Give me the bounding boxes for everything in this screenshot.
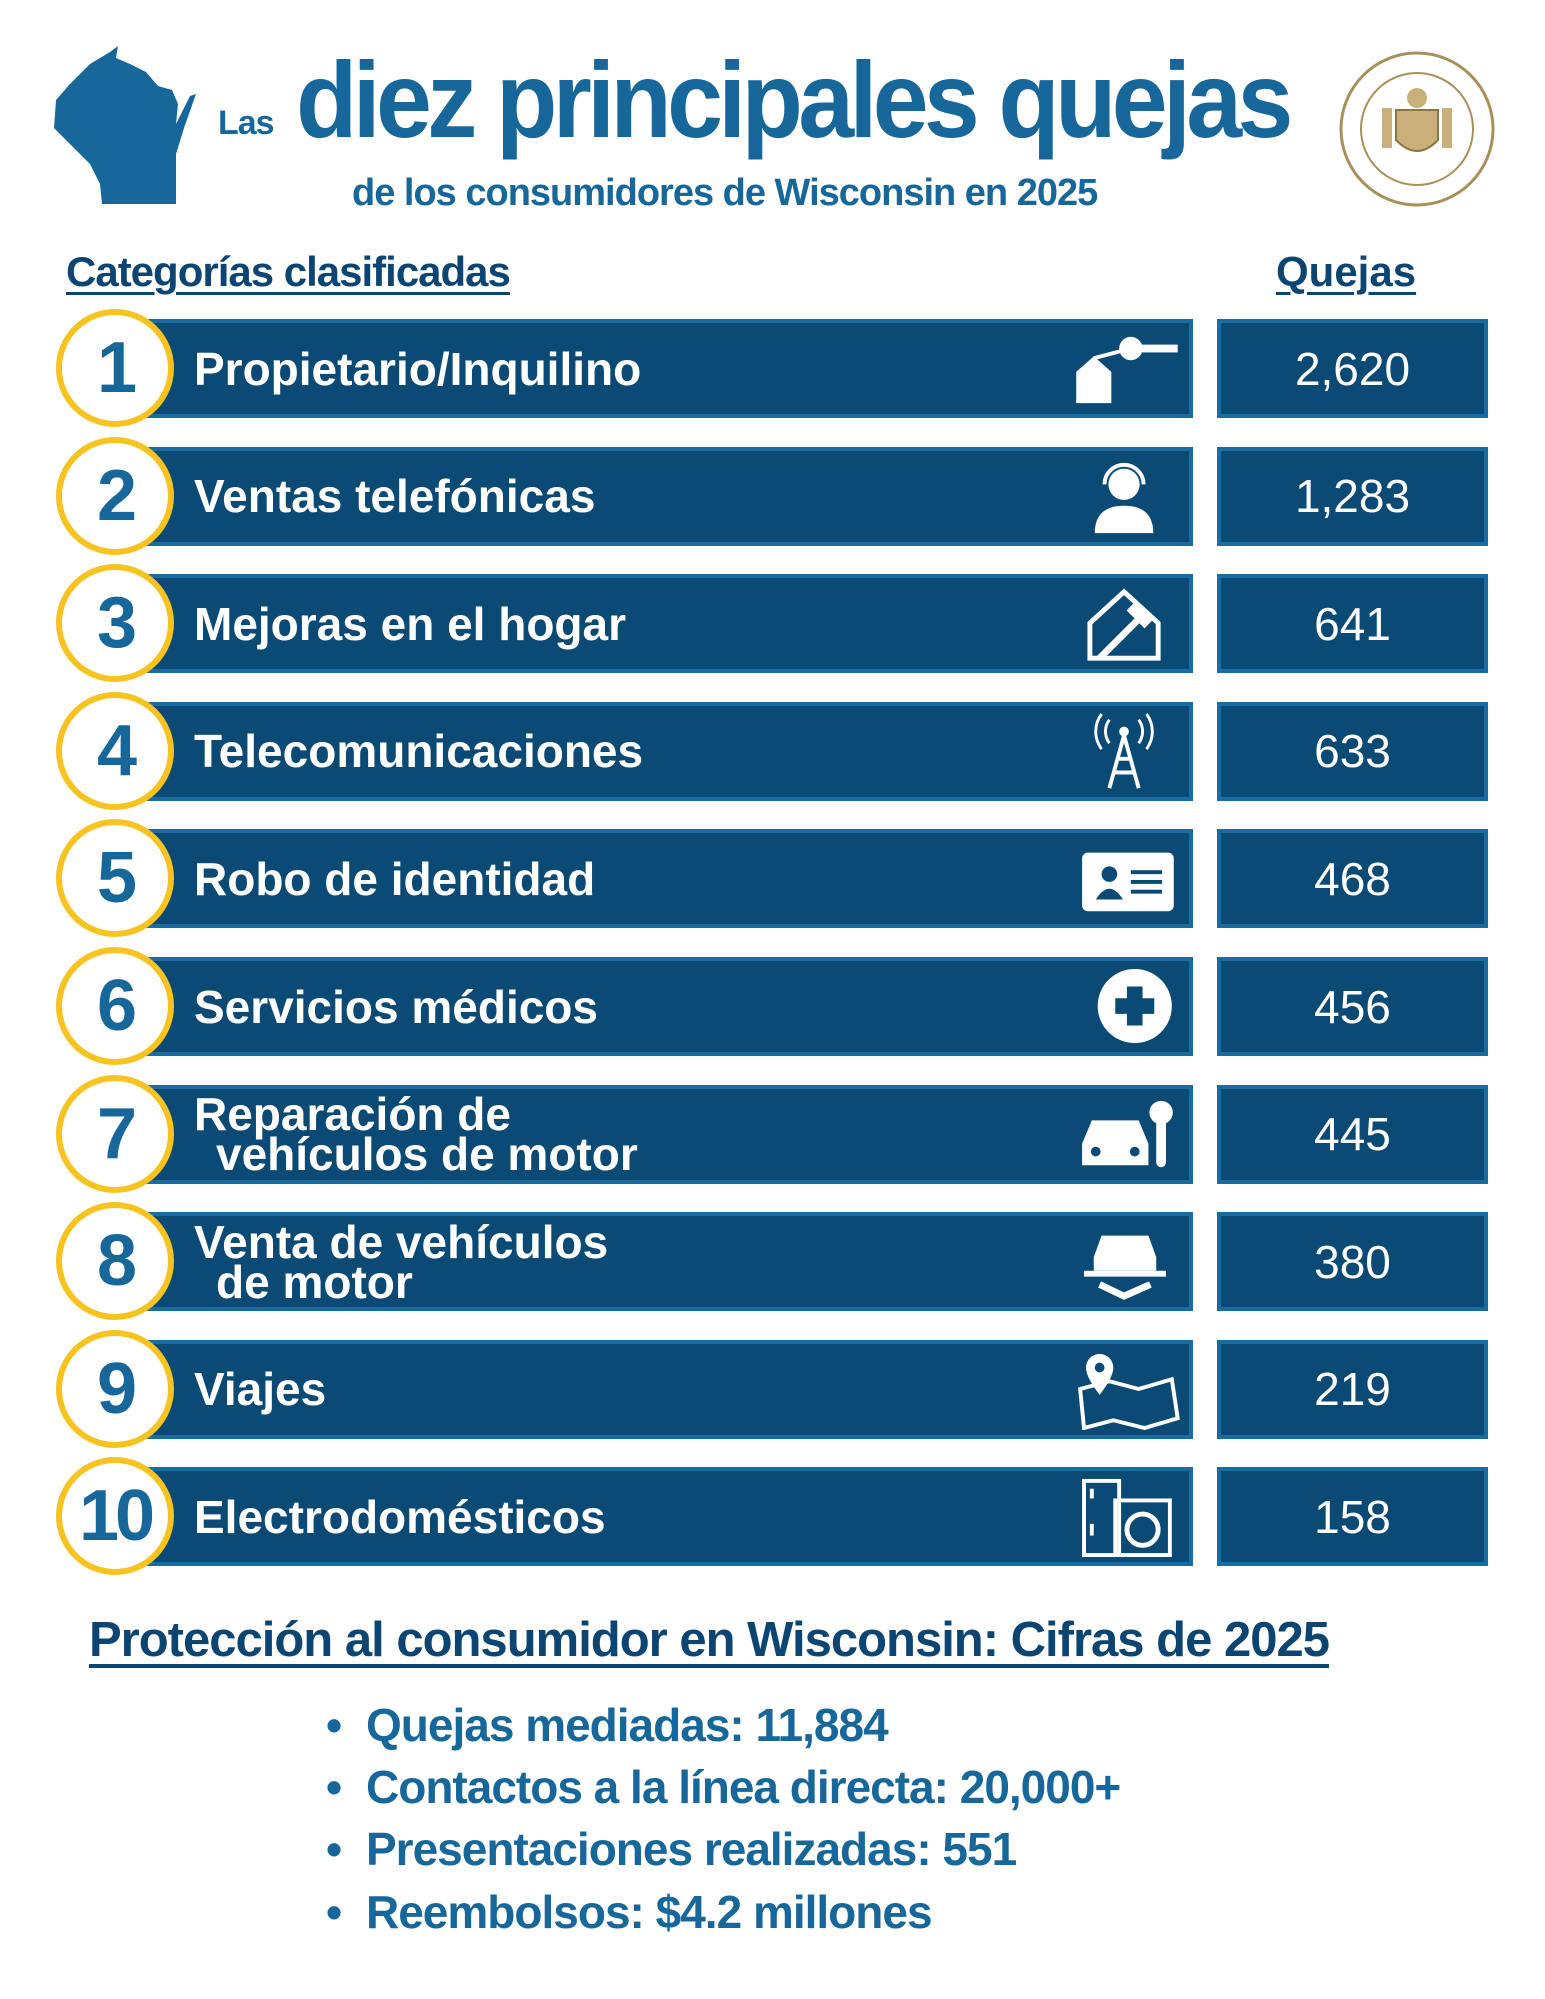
rank-badge: 9 (56, 1329, 174, 1448)
complaint-count: 468 (1217, 829, 1488, 929)
antenna-tower-icon (1094, 712, 1154, 789)
category-bar (140, 701, 1193, 801)
washer-icon (1082, 1479, 1172, 1558)
category-bar (140, 829, 1193, 929)
house-hammer-icon (1087, 588, 1161, 661)
rank-badge: 7 (56, 1074, 174, 1193)
stat-text: Quejas mediadas: 11,884 (366, 1699, 889, 1751)
category-line1: Telecomunicaciones (194, 725, 644, 778)
category-label: Electrodomésticos (194, 1467, 606, 1566)
complaint-row: 2 Ventas telefónicas 1,283 (0, 436, 1545, 555)
page-title: diez principales quejas (296, 39, 1293, 160)
department-seal-logo (1339, 51, 1495, 207)
category-label: Venta de vehículos de motor (194, 1212, 608, 1311)
rank-badge: 2 (56, 436, 174, 555)
stats-heading: Protección al consumidor en Wisconsin: C… (89, 1613, 1330, 1667)
category-line1: Reparación de (194, 1088, 511, 1141)
complaint-row: 3 Mejoras en el hogar 641 (0, 564, 1545, 683)
complaint-row: 4 Telecomunicaciones 633 (0, 691, 1545, 810)
stat-text: Presentaciones realizadas: 551 (366, 1823, 1017, 1875)
complaint-count: 380 (1217, 1212, 1488, 1312)
complaint-count: 158 (1217, 1467, 1488, 1567)
category-label: Reparación de vehículos de motor (194, 1085, 638, 1184)
category-bar (140, 1467, 1193, 1567)
category-label: Viajes (194, 1340, 326, 1439)
complaint-row: 9 Viajes 219 (0, 1329, 1545, 1448)
map-pin-icon (1078, 1353, 1180, 1430)
title-prefix: Las (218, 104, 275, 142)
stat-text: Reembolsos: $4.2 millones (366, 1886, 933, 1938)
category-line1: Mejoras en el hogar (194, 597, 627, 650)
category-bar (140, 1212, 1193, 1312)
rank-badge: 8 (56, 1202, 174, 1321)
complaint-count: 633 (1217, 701, 1488, 801)
complaint-count: 641 (1217, 574, 1488, 674)
stat-bullet: • Contactos a la línea directa: 20,000+ (326, 1761, 1121, 1813)
complaint-count: 456 (1217, 957, 1488, 1056)
category-line2: vehículos de motor (216, 1128, 638, 1181)
complaint-row: 10 Electrodomésticos 158 (0, 1457, 1545, 1576)
stat-bullet: • Quejas mediadas: 11,884 (326, 1699, 889, 1751)
complaint-count: 445 (1217, 1084, 1488, 1184)
category-line1: Robo de identidad (194, 852, 596, 905)
complaint-row: 1 Propietario/Inquilino 2,620 (0, 309, 1545, 427)
complaint-row: 8 Venta de vehículos de motor 380 (0, 1202, 1545, 1321)
rank-badge: 6 (56, 947, 174, 1065)
category-line1: Venta de vehículos (194, 1215, 609, 1268)
headset-icon (1094, 462, 1154, 533)
complaint-count: 1,283 (1217, 446, 1488, 546)
category-label: Propietario/Inquilino (194, 319, 641, 418)
category-label: Servicios médicos (194, 957, 598, 1056)
house-key-icon (1076, 336, 1178, 404)
category-bar (140, 574, 1193, 674)
category-bar (140, 446, 1193, 546)
complaints-header: Quejas (1276, 248, 1417, 295)
category-label: Mejoras en el hogar (194, 574, 626, 673)
complaint-row: 5 Robo de identidad 468 (0, 819, 1545, 938)
rank-badge: 4 (56, 691, 174, 810)
category-label: Telecomunicaciones (194, 702, 643, 801)
category-bar (140, 1339, 1193, 1439)
complaint-row: 6 Servicios médicos 456 (0, 947, 1545, 1065)
rank-badge: 3 (56, 564, 174, 683)
wisconsin-map-icon (54, 46, 196, 204)
id-card-icon (1082, 853, 1174, 912)
categories-header: Categorías clasificadas (66, 248, 511, 295)
category-line2: de motor (216, 1255, 413, 1308)
rank-badge: 1 (56, 309, 174, 427)
category-line1: Servicios médicos (194, 980, 598, 1033)
medical-cross-icon (1097, 968, 1172, 1044)
category-line1: Propietario/Inquilino (194, 342, 642, 395)
stat-bullet: • Reembolsos: $4.2 millones (326, 1886, 933, 1938)
rank-badge: 5 (56, 819, 174, 938)
stat-text: Contactos a la línea directa: 20,000+ (366, 1761, 1121, 1813)
category-line1: Viajes (194, 1363, 327, 1416)
category-label: Ventas telefónicas (194, 447, 595, 546)
complaint-count: 219 (1217, 1339, 1488, 1439)
rank-badge: 10 (56, 1457, 174, 1576)
car-wrench-icon (1082, 1100, 1173, 1167)
car-handshake-icon (1084, 1235, 1166, 1301)
category-bar (140, 957, 1193, 1056)
category-line1: Electrodomésticos (194, 1490, 606, 1543)
category-line1: Ventas telefónicas (194, 470, 596, 523)
page-subtitle: de los consumidores de Wisconsin en 2025 (352, 172, 1098, 214)
complaint-row: 7 Reparación de vehículos de motor 445 (0, 1074, 1545, 1193)
category-bar (140, 319, 1193, 418)
category-label: Robo de identidad (194, 829, 595, 928)
complaint-count: 2,620 (1217, 319, 1488, 418)
category-bar (140, 1084, 1193, 1184)
stat-bullet: • Presentaciones realizadas: 551 (326, 1823, 1017, 1875)
